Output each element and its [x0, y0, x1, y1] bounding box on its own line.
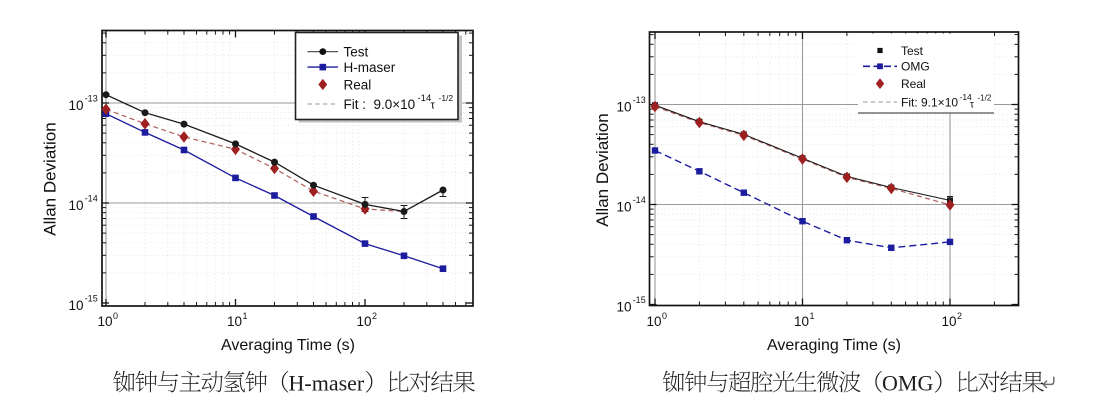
svg-text:-1/2: -1/2 [439, 93, 454, 103]
svg-text:-14: -14 [85, 194, 98, 204]
svg-text:-13: -13 [85, 94, 98, 104]
svg-text:2: 2 [372, 311, 377, 321]
svg-text:OMG: OMG [882, 371, 933, 396]
svg-text:10: 10 [616, 299, 631, 314]
svg-text:τ: τ [970, 100, 974, 111]
svg-text:10: 10 [616, 199, 631, 214]
svg-text:-15: -15 [633, 295, 646, 305]
svg-text:H-maser: H-maser [344, 60, 396, 75]
svg-text:Fit : 9.0×10: Fit : 9.0×10 [344, 97, 416, 112]
svg-text:OMG: OMG [901, 60, 930, 74]
svg-text:Fit: 9.1×10: Fit: 9.1×10 [901, 95, 958, 109]
svg-text:Averaging Time (s): Averaging Time (s) [221, 337, 355, 354]
svg-text:-14: -14 [960, 92, 973, 102]
svg-text:0: 0 [662, 311, 667, 321]
svg-text:1: 1 [810, 311, 815, 321]
svg-text:-14: -14 [633, 195, 646, 205]
svg-text:τ: τ [431, 100, 436, 112]
svg-text:Averaging Time (s): Averaging Time (s) [767, 337, 901, 354]
svg-text:2: 2 [957, 311, 962, 321]
svg-text:10: 10 [68, 98, 83, 113]
svg-text:10: 10 [647, 314, 662, 329]
svg-text:10: 10 [942, 314, 957, 329]
svg-text:10: 10 [616, 99, 631, 114]
svg-text:-15: -15 [85, 294, 98, 304]
svg-text:0: 0 [113, 311, 118, 321]
svg-text:10: 10 [227, 314, 242, 329]
svg-text:10: 10 [794, 314, 809, 329]
svg-text:H-maser: H-maser [289, 371, 365, 396]
svg-text:Test: Test [344, 44, 369, 59]
svg-text:-1/2: -1/2 [978, 93, 992, 102]
svg-text:1: 1 [243, 311, 248, 321]
svg-text:Real: Real [344, 77, 372, 92]
svg-text:Real: Real [901, 77, 926, 91]
svg-text:Test: Test [901, 44, 924, 58]
svg-text:Allan Deviation: Allan Deviation [41, 122, 60, 235]
svg-text:10: 10 [68, 298, 83, 313]
svg-text:Allan Deviation: Allan Deviation [593, 113, 612, 226]
svg-text:10: 10 [98, 314, 113, 329]
svg-text:10: 10 [68, 198, 83, 213]
svg-text:10: 10 [357, 314, 372, 329]
svg-text:-14: -14 [418, 93, 432, 104]
svg-text:-13: -13 [633, 95, 646, 105]
